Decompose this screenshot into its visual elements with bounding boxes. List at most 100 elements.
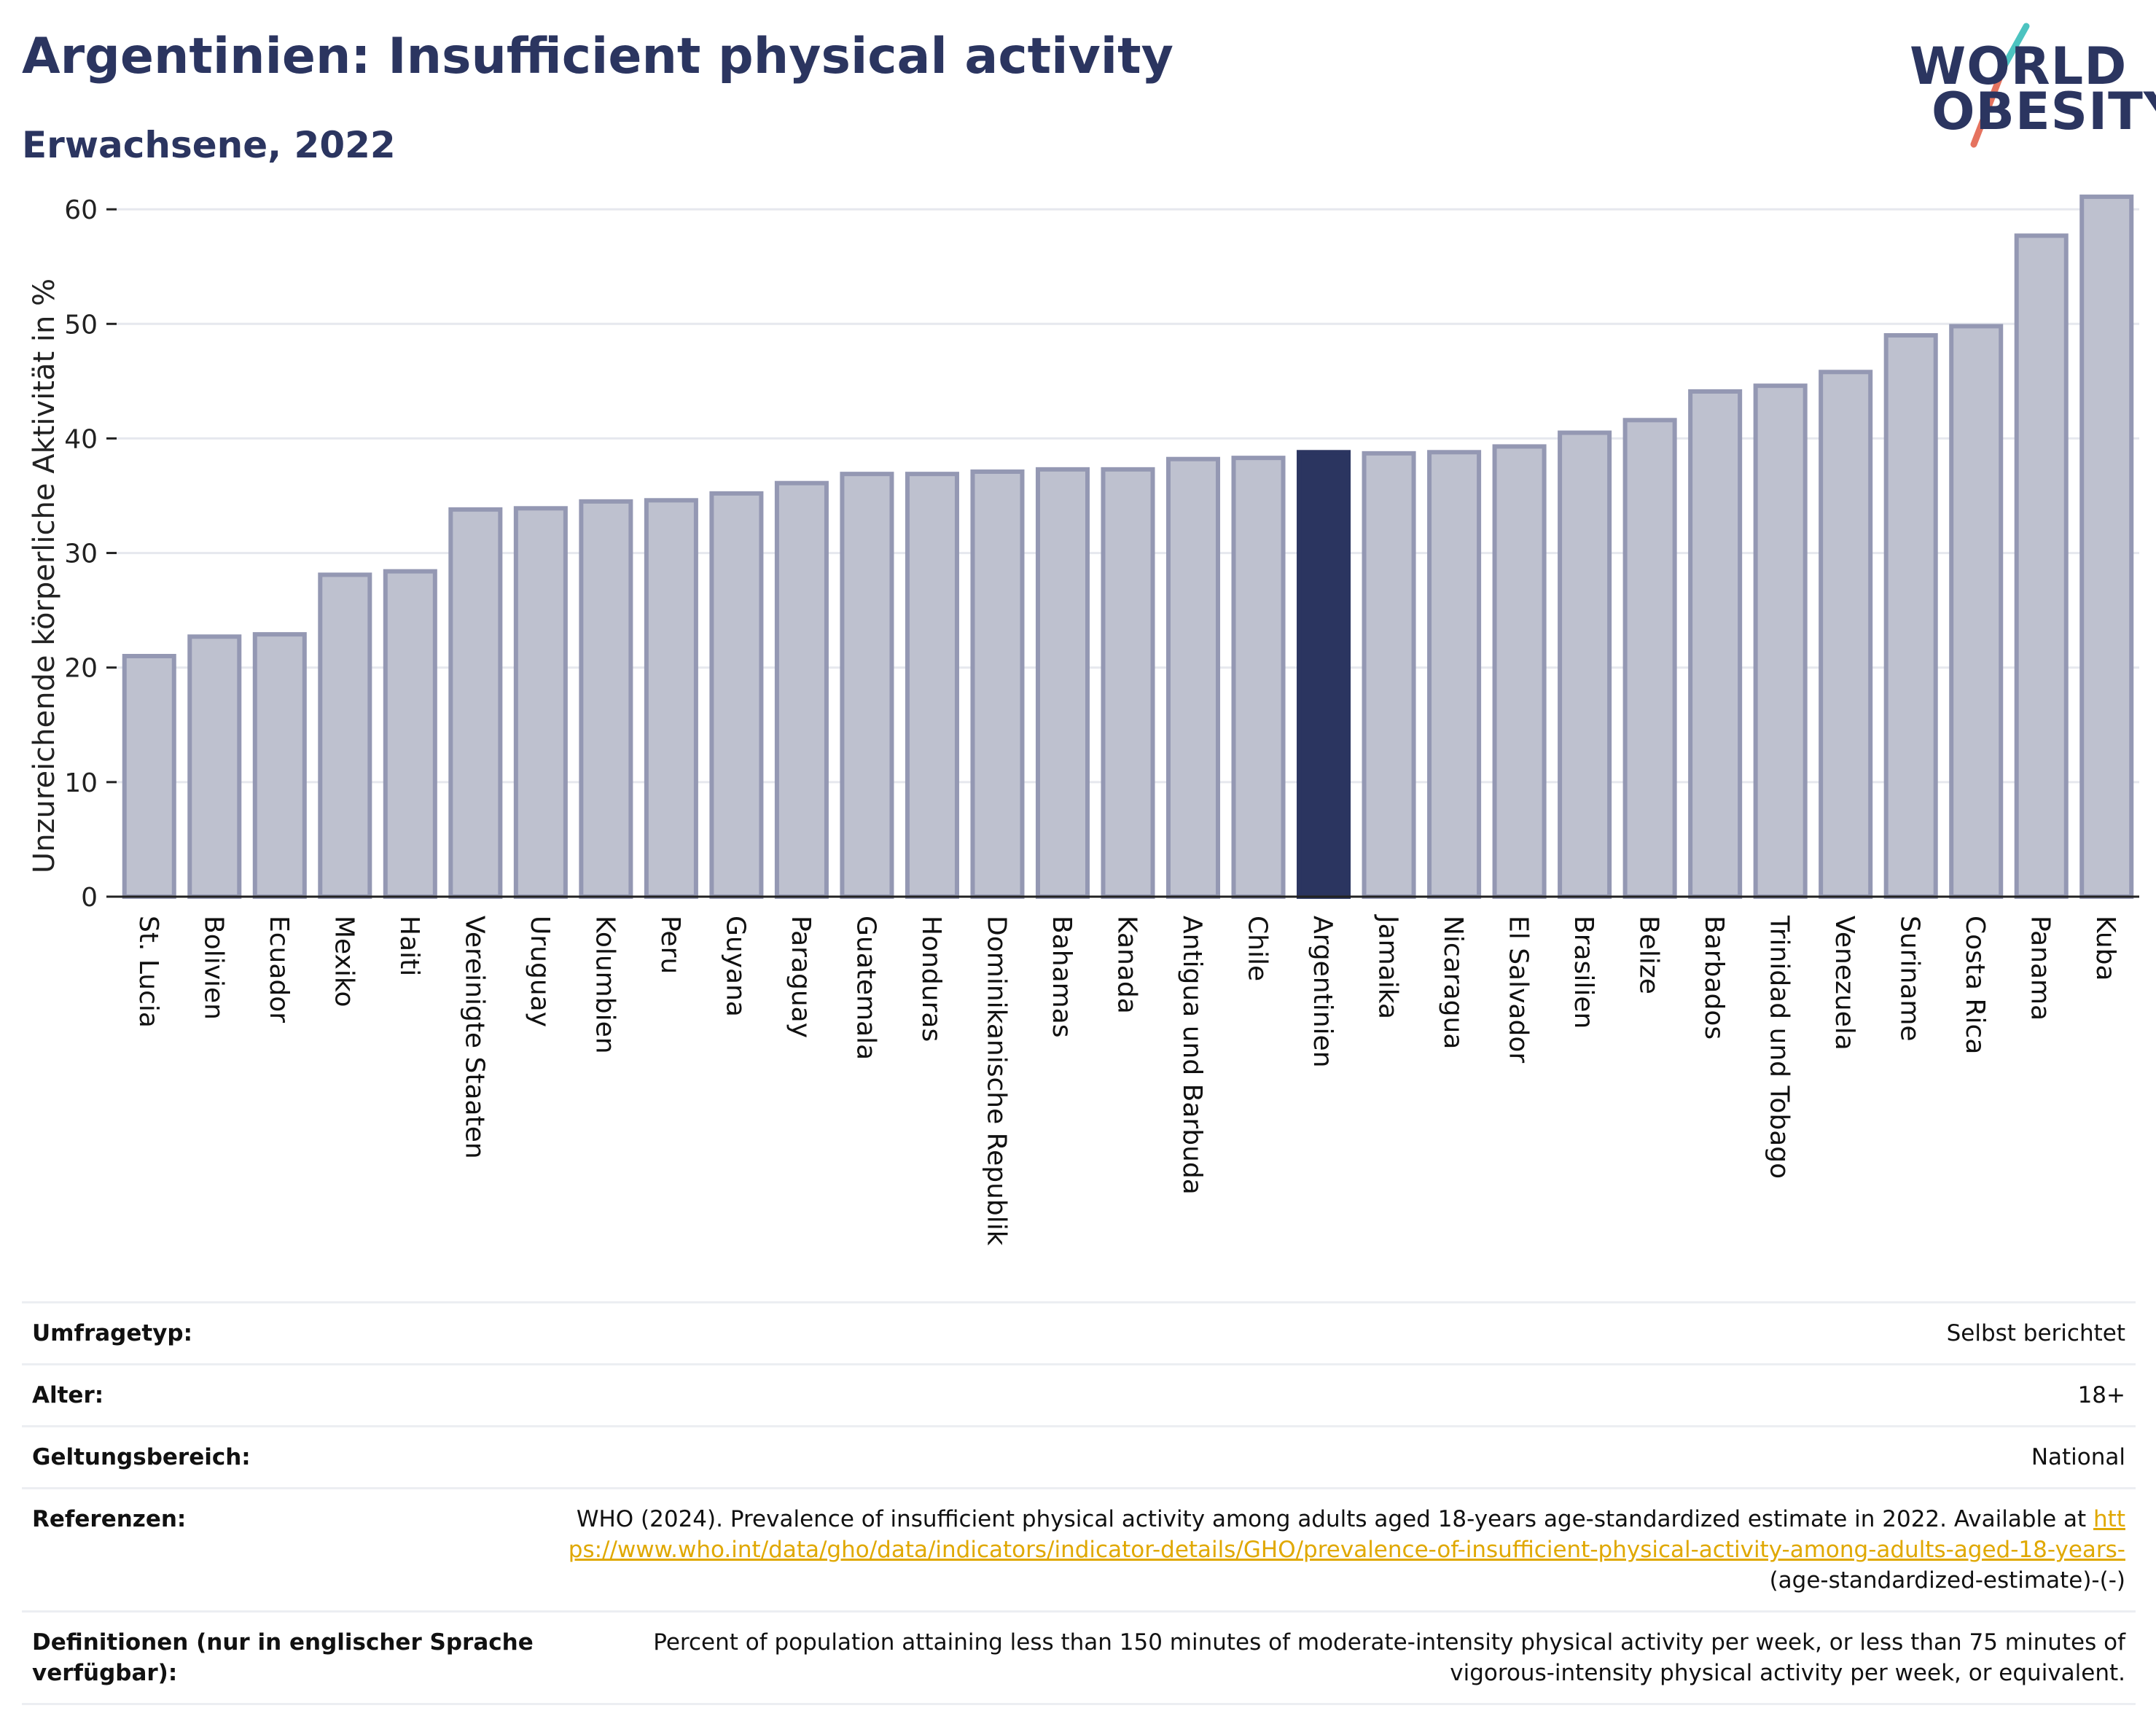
x-tick-labels: St. Lucia Bolivien Ecuador Mexiko Haiti Verei… — [133, 914, 2120, 1246]
x-tick-label: Peru — [655, 916, 685, 974]
x-tick-label: Kuba — [2090, 916, 2120, 981]
bar-jamaika — [1362, 451, 1416, 900]
x-tick-label: St. Lucia — [133, 916, 163, 1028]
x-tick-label: El Salvador — [1504, 916, 1534, 1063]
x-tick-label: Haiti — [394, 916, 424, 976]
y-tick-label: 30 — [64, 539, 98, 569]
bar-honduras — [905, 472, 959, 899]
x-tick-label: Suriname — [1895, 916, 1925, 1042]
logo-text-world: WORLD — [1910, 36, 2128, 96]
bar-vereinigte-staaten — [448, 507, 503, 900]
bar-dominikanische-republik — [970, 469, 1025, 899]
x-tick-label: Kolumbien — [590, 916, 620, 1054]
meta-row-references: Referenzen: WHO (2024). Prevalence of in… — [22, 1487, 2136, 1613]
bar-st-lucia — [122, 654, 176, 899]
logo-slash-teal — [2001, 23, 2030, 69]
bar-venezuela — [1819, 370, 1873, 899]
y-tick-label: 10 — [64, 768, 98, 798]
x-tick-label: Ecuador — [264, 916, 294, 1023]
x-tick-label: Paraguay — [786, 916, 816, 1038]
x-tick-label: Nicaragua — [1438, 916, 1468, 1049]
x-tick-label: Chile — [1243, 916, 1273, 981]
bar-haiti — [383, 569, 437, 899]
bar-nicaragua — [1427, 450, 1482, 899]
bar-kuba — [2079, 194, 2134, 900]
bar-el-salvador — [1492, 444, 1547, 899]
bar-kolumbien — [579, 499, 633, 900]
x-tick-label: Guyana — [720, 916, 750, 1017]
metadata-table: Umfragetyp: Selbst berichtet Alter: 18+ … — [22, 1301, 2136, 1705]
bar-belize — [1622, 418, 1677, 899]
bar-bolivien — [187, 634, 242, 899]
references-link[interactable]: https://www.who.int/data/gho/data/indica… — [568, 1506, 2125, 1563]
x-tick-label: Jamaika — [1373, 914, 1403, 1019]
x-tick-label: Trinidad und Tobago — [1765, 915, 1794, 1179]
meta-row-coverage: Geltungsbereich: National — [22, 1425, 2136, 1489]
x-tick-label: Kanada — [1112, 916, 1142, 1014]
x-tick-label: Venezuela — [1829, 916, 1859, 1050]
bar-guatemala — [840, 472, 894, 899]
bar-costa-rica — [1949, 324, 2004, 899]
survey-type-value: Selbst berichtet — [552, 1301, 2136, 1365]
x-tick-label: Honduras — [916, 916, 946, 1042]
bar-uruguay — [513, 506, 568, 899]
references-value: WHO (2024). Prevalence of insufficient p… — [552, 1487, 2136, 1613]
bar-suriname — [1883, 333, 1938, 899]
meta-row-survey-type: Umfragetyp: Selbst berichtet — [22, 1301, 2136, 1365]
x-tick-label: Brasilien — [1569, 916, 1598, 1029]
meta-row-age: Alter: 18+ — [22, 1363, 2136, 1427]
bar-argentinien — [1297, 450, 1351, 899]
survey-type-label: Umfragetyp: — [22, 1301, 552, 1365]
bar-trinidad-und-tobago — [1753, 383, 1808, 899]
y-axis-label: Unzureichende körperliche Aktivität in % — [28, 278, 61, 873]
age-value: 18+ — [552, 1363, 2136, 1427]
y-tick-labels: 0 10 20 30 40 50 60 — [64, 195, 117, 913]
bar-chart: 0 10 20 30 40 50 60 St. Lucia Bolivien Ecuador Me… — [28, 194, 2139, 1246]
coverage-value: National — [552, 1425, 2136, 1489]
bar-peru — [644, 498, 698, 899]
y-tick-label: 40 — [64, 424, 98, 454]
age-label: Alter: — [22, 1363, 552, 1427]
bar-barbados — [1688, 389, 1743, 899]
x-tick-label: Antigua und Barbuda — [1177, 916, 1207, 1195]
x-tick-label: Uruguay — [525, 916, 555, 1027]
references-label: Referenzen: — [22, 1487, 552, 1613]
x-tick-label: Bahamas — [1047, 916, 1077, 1038]
coverage-label: Geltungsbereich: — [22, 1425, 552, 1489]
x-tick-label: Belize — [1634, 916, 1664, 994]
y-tick-label: 60 — [64, 195, 98, 225]
x-tick-label: Mexiko — [329, 916, 359, 1007]
references-suffix: (age-standardized-estimate)-(-) — [1769, 1567, 2125, 1594]
bar-chile — [1231, 456, 1286, 899]
x-tick-label: Panama — [2026, 916, 2055, 1021]
x-tick-label: Dominikanische Republik — [981, 916, 1011, 1246]
y-tick-label: 20 — [64, 654, 98, 684]
bar-ecuador — [252, 632, 307, 900]
bar-mexiko — [318, 572, 372, 900]
y-tick-label: 0 — [81, 883, 98, 913]
bar-brasilien — [1558, 430, 1612, 900]
bar-bahamas — [1035, 467, 1090, 900]
page-subtitle: Erwachsene, 2022 — [22, 124, 396, 166]
bars — [122, 194, 2134, 900]
x-tick-label: Vereinigte Staaten — [459, 916, 489, 1159]
logo-text-obesity: OBESITY — [1932, 82, 2156, 141]
y-tick-label: 50 — [64, 310, 98, 340]
page-title: Argentinien: Insufficient physical activ… — [22, 28, 1173, 85]
x-tick-label: Costa Rica — [1960, 916, 1990, 1054]
bar-paraguay — [774, 480, 829, 899]
references-text: WHO (2024). Prevalence of insufficient p… — [576, 1506, 2094, 1532]
x-tick-label: Bolivien — [198, 916, 228, 1020]
x-tick-label: Barbados — [1699, 916, 1729, 1040]
logo-slash-icon — [1970, 23, 2030, 148]
bar-kanada — [1101, 467, 1155, 900]
bar-guyana — [709, 491, 764, 900]
world-obesity-logo: WORLD OBESITY — [1895, 22, 2156, 153]
meta-row-definitions: Definitionen (nur in englischer Sprache … — [22, 1610, 2136, 1705]
x-tick-label: Argentinien — [1308, 916, 1337, 1068]
definitions-label: Definitionen (nur in englischer Sprache … — [22, 1610, 552, 1705]
logo-slash-coral — [1970, 62, 2008, 148]
bar-panama — [2014, 233, 2069, 900]
definitions-value: Percent of population attaining less tha… — [552, 1610, 2136, 1705]
x-tick-label: Guatemala — [851, 916, 880, 1060]
